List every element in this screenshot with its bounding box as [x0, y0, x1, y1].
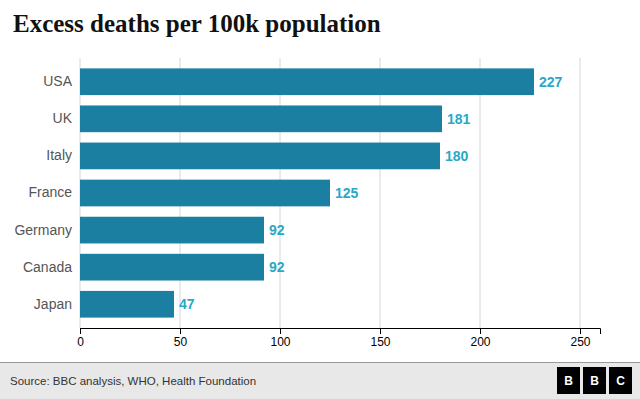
data-label: 181: [447, 111, 471, 127]
chart: Excess deaths per 100k population 47 92 92 1…: [0, 0, 640, 399]
y-axis: Japan Canada Germany France Italy UK USA: [14, 73, 80, 312]
plot: 47 92 92 125 180 181 227 0 50 100 150 200 250 Japan Ca…: [14, 58, 600, 349]
x-tick: 100: [270, 328, 290, 349]
title: Excess deaths per 100k population: [13, 10, 381, 37]
y-tick: Canada: [23, 259, 80, 275]
x-tick-mark: [580, 328, 581, 334]
grid: [80, 58, 580, 328]
bars: [80, 68, 534, 317]
y-tick: Japan: [34, 296, 80, 312]
x-tick-label: 100: [270, 335, 290, 349]
logo-box: [557, 367, 580, 394]
x-tick: 200: [470, 328, 490, 349]
x-tick: 50: [174, 328, 188, 349]
x-tick-label: 200: [470, 335, 490, 349]
data-label: 180: [445, 148, 469, 164]
x-tick-mark: [480, 328, 481, 334]
bar: [80, 180, 330, 207]
bar: [80, 143, 440, 170]
x-tick-mark: [180, 328, 181, 334]
grid-line: [380, 58, 381, 328]
y-tick-label: Italy: [46, 147, 72, 163]
data-label: 47: [179, 296, 195, 312]
y-tick-label: Canada: [23, 259, 72, 275]
grid-line: [580, 58, 581, 328]
x-tick-mark: [280, 328, 281, 334]
y-tick: France: [28, 184, 80, 200]
bar: [80, 291, 174, 318]
x-tick: 0: [77, 328, 84, 349]
y-tick: USA: [43, 73, 80, 89]
bar: [80, 105, 442, 132]
x-tick: 250: [570, 328, 590, 349]
logo-box: [583, 367, 606, 394]
footer-border: [0, 362, 640, 363]
x-tick-label: 150: [370, 335, 390, 349]
logo: BBC: [557, 367, 632, 394]
data-label: 125: [335, 185, 359, 201]
y-tick-label: France: [28, 184, 72, 200]
y-tick-label: Japan: [34, 296, 72, 312]
y-tick-label: UK: [53, 110, 73, 126]
x-tick: 150: [370, 328, 390, 349]
x-tick-label: 250: [570, 335, 590, 349]
data-label: 227: [539, 74, 563, 90]
y-tick-label: USA: [43, 73, 72, 89]
y-tick: UK: [53, 110, 80, 126]
logo-box: [609, 367, 632, 394]
bar: [80, 254, 264, 281]
logo-letter: C: [616, 374, 625, 388]
x-axis: 0 50 100 150 200 250: [77, 328, 600, 349]
bar: [80, 217, 264, 244]
x-tick-mark: [380, 328, 381, 334]
y-tick: Italy: [46, 147, 80, 163]
y-tick: Germany: [14, 222, 80, 238]
footer-background: [0, 362, 640, 399]
grid-line: [480, 58, 481, 328]
logo-letter: B: [590, 374, 599, 388]
x-axis-line: [81, 329, 601, 335]
source: Source: BBC analysis, WHO, Health Founda…: [10, 375, 256, 387]
footer: Source: BBC analysis, WHO, Health Founda…: [0, 362, 640, 399]
x-tick-mark: [80, 328, 81, 334]
y-tick-label: Germany: [14, 222, 72, 238]
x-tick-label: 50: [174, 335, 188, 349]
data-labels: 47 92 92 125 180 181 227: [179, 74, 563, 313]
data-label: 92: [269, 222, 285, 238]
data-label: 92: [269, 259, 285, 275]
bar: [80, 68, 534, 95]
logo-letter: B: [564, 374, 573, 388]
x-tick-label: 0: [77, 335, 84, 349]
